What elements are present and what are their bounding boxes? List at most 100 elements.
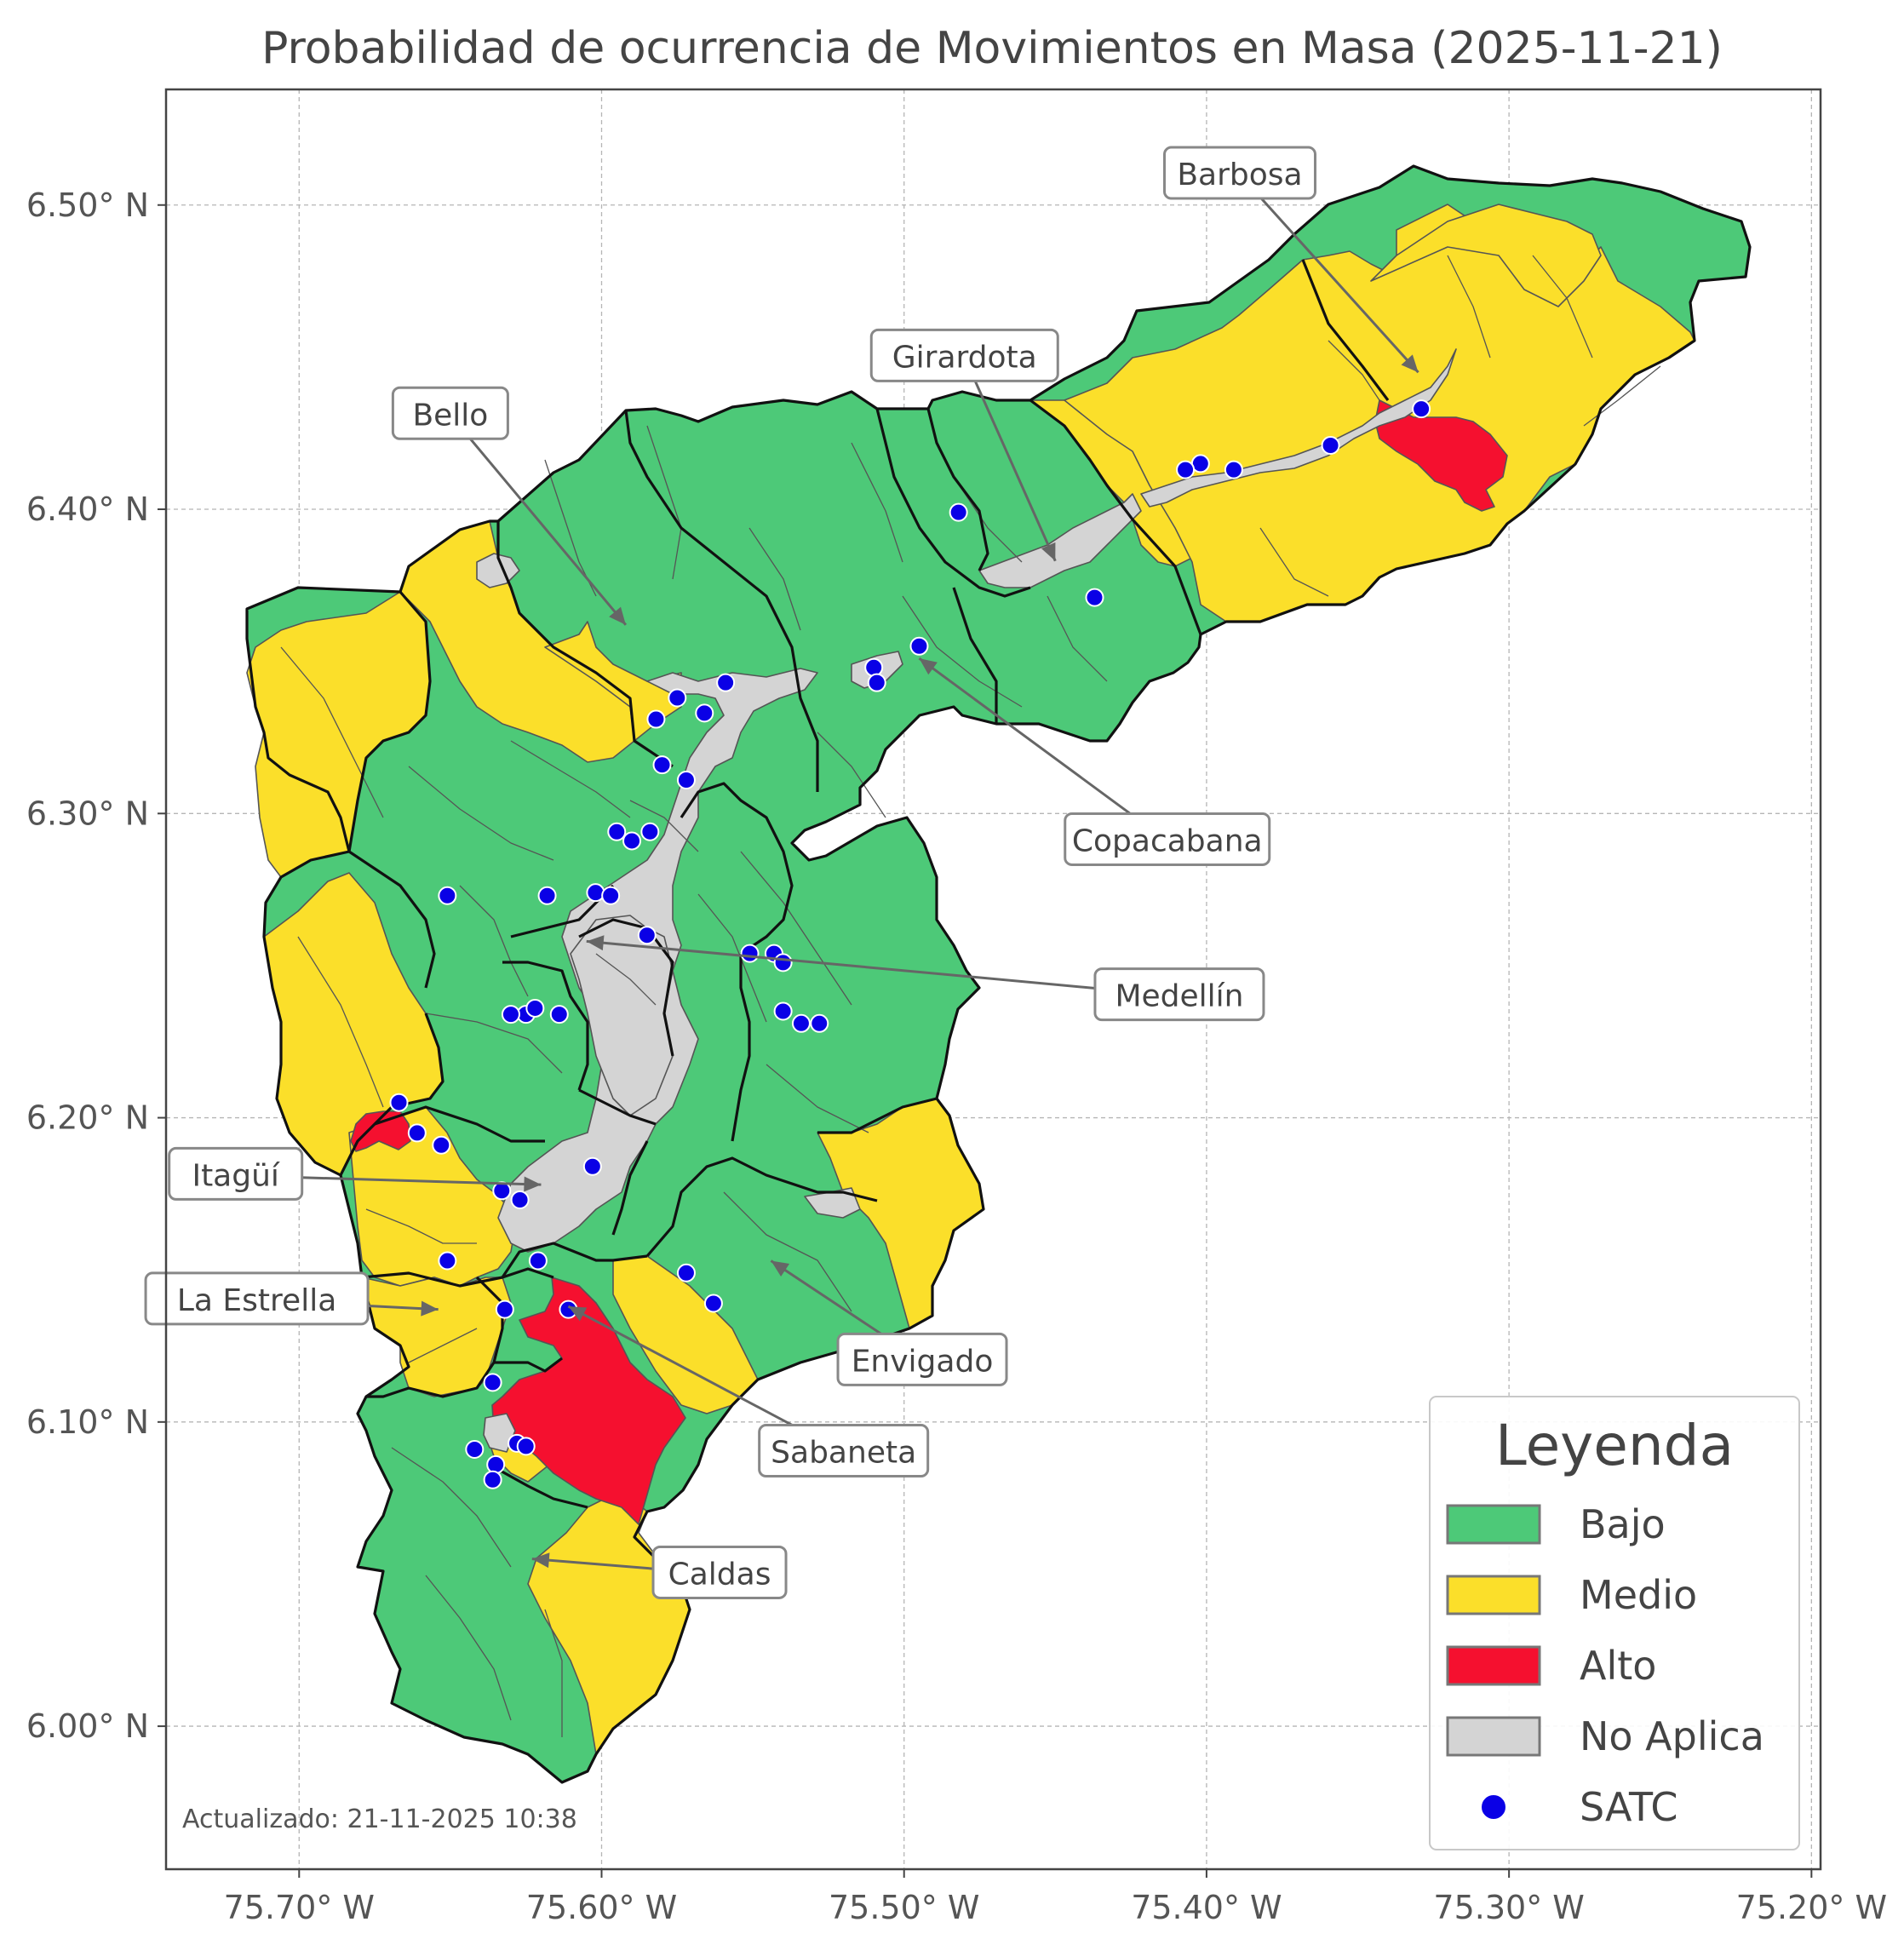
plot-frame — [164, 88, 1822, 1871]
municipality-label-box — [836, 1332, 1008, 1386]
region-no-aplica-bello — [476, 553, 520, 588]
y-tick-label: 6.30° N — [26, 795, 149, 832]
satc-station-marker — [582, 1156, 602, 1176]
y-tick-label: 6.50° N — [26, 186, 149, 224]
municipality-label: Barbosa — [1177, 158, 1302, 192]
satc-station-marker — [607, 822, 627, 841]
label-arrow-line — [1238, 174, 1419, 374]
satc-station-marker — [389, 1093, 409, 1112]
municipality-label: Envigado — [852, 1344, 994, 1379]
satc-station-marker — [622, 831, 642, 851]
satc-station-marker — [1412, 399, 1431, 419]
y-tick-label: 6.20° N — [26, 1099, 149, 1137]
region-no-aplica-barbosa — [1140, 348, 1457, 508]
satc-station-marker — [438, 1251, 457, 1271]
municipality-label-box — [1064, 812, 1271, 866]
satc-station-marker — [1085, 588, 1104, 607]
region-no-aplica-girardota — [978, 493, 1142, 588]
label-arrow-head — [1401, 354, 1419, 373]
x-tick-label: 75.70° W — [224, 1889, 375, 1926]
x-tick-label: 75.40° W — [1131, 1889, 1282, 1926]
region-alto-itagui-west — [350, 1110, 411, 1152]
municipality-labels: Barbosa Girardota Bello Copacabana Medellín I… — [144, 146, 1419, 1599]
label-arrow-head — [568, 1306, 588, 1322]
satc-station-marker — [740, 944, 760, 963]
x-tick-label: 75.20° W — [1736, 1889, 1887, 1926]
satc-station-marker — [537, 886, 557, 905]
satc-station-marker — [810, 1013, 829, 1033]
legend-title: Leyenda — [1495, 1413, 1734, 1478]
satc-station-marker — [483, 1470, 502, 1489]
satc-station-marker — [640, 822, 660, 841]
label-arrow-head — [1041, 542, 1056, 561]
municipality-label-box — [758, 1424, 930, 1478]
satc-stations — [389, 399, 1431, 1489]
legend-marker — [1480, 1793, 1507, 1821]
satc-station-marker — [510, 1191, 530, 1210]
label-arrow-line — [449, 414, 628, 626]
legend-swatch — [1446, 1504, 1541, 1545]
legend-label: Bajo — [1580, 1501, 1666, 1547]
y-tick-label: 6.40° N — [26, 491, 149, 528]
x-tick-label: 75.60° W — [526, 1889, 677, 1926]
satc-station-marker — [1321, 436, 1340, 455]
legend-swatch — [1446, 1575, 1541, 1615]
municipality-label-box — [869, 328, 1059, 382]
region-alto-barbosa — [1374, 399, 1508, 512]
satc-station-marker — [586, 883, 605, 903]
municipality-label-box — [1093, 967, 1265, 1022]
municipality-label: Sabaneta — [771, 1436, 916, 1471]
satc-station-marker — [652, 755, 672, 775]
municipality-label: Girardota — [892, 340, 1037, 375]
satc-station-marker — [486, 1454, 506, 1474]
y-tick-label: 6.00° N — [26, 1707, 149, 1745]
satc-station-marker — [525, 998, 545, 1018]
x-tick-label: 75.30° W — [1433, 1889, 1584, 1926]
satc-station-marker — [516, 1437, 536, 1456]
satc-station-marker — [703, 1294, 723, 1313]
satc-station-marker — [676, 770, 696, 789]
satc-station-marker — [773, 1001, 793, 1021]
municipality-label-box — [651, 1545, 788, 1599]
municipality-label-box — [1162, 146, 1316, 200]
municipality-label: Bello — [412, 398, 488, 433]
satc-station-marker — [695, 703, 714, 723]
label-arrow-head — [421, 1300, 439, 1317]
satc-station-marker — [867, 673, 886, 692]
legend: Leyenda Bajo Medio Alto No Aplica SATC — [1429, 1396, 1800, 1850]
municipality-label: Itagüí — [192, 1158, 279, 1193]
x-tick-label: 75.50° W — [829, 1889, 979, 1926]
legend-label: Alto — [1580, 1643, 1656, 1689]
satc-station-marker — [668, 688, 687, 708]
legend-label: Medio — [1580, 1572, 1697, 1618]
satc-station-marker — [432, 1135, 451, 1155]
label-arrow-line — [963, 356, 1057, 562]
legend-label: No Aplica — [1580, 1713, 1764, 1759]
satc-station-marker — [549, 1005, 569, 1024]
satc-station-marker — [646, 709, 666, 729]
axes: 75.70° W 75.60° W 75.50° W 75.40° W 75.30° W… — [26, 186, 1887, 1926]
satc-station-marker — [407, 1123, 427, 1143]
map-title: Probabilidad de ocurrencia de Movimiento… — [261, 23, 1723, 74]
municipality-label-box — [168, 1146, 304, 1201]
satc-station-marker — [773, 953, 793, 972]
satc-station-marker — [791, 1013, 811, 1033]
satc-station-marker — [483, 1373, 502, 1392]
satc-station-marker — [949, 502, 968, 522]
legend-items: Bajo Medio Alto No Aplica SATC — [1446, 1501, 1764, 1830]
satc-station-marker — [909, 636, 929, 656]
satc-station-marker — [601, 886, 621, 905]
satc-station-marker — [495, 1300, 514, 1319]
legend-swatch — [1446, 1716, 1541, 1757]
updated-timestamp: Actualizado: 21-11-2025 10:38 — [182, 1804, 577, 1834]
satc-station-marker — [637, 926, 657, 945]
municipality-label-box — [391, 386, 509, 440]
satc-station-marker — [438, 886, 457, 905]
region-medio-barbosa-upper — [1370, 204, 1602, 307]
label-arrow-head — [771, 1260, 790, 1277]
label-arrow-line — [918, 657, 1168, 842]
label-arrow-head — [531, 1552, 550, 1569]
label-arrow-line — [586, 939, 1180, 998]
